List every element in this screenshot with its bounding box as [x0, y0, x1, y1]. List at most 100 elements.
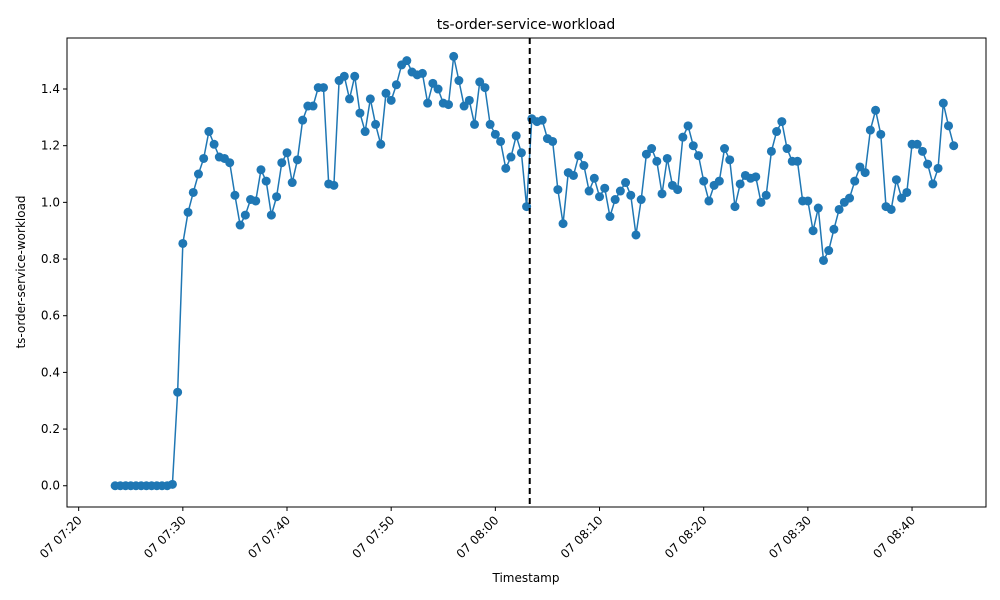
x-tick-label: 07 07:20 — [37, 513, 85, 561]
y-tick-label: 0.0 — [41, 479, 60, 493]
data-point — [595, 192, 605, 202]
data-point — [193, 169, 203, 179]
data-point — [938, 98, 948, 108]
data-point — [272, 192, 282, 202]
data-point — [553, 185, 563, 195]
data-point — [298, 115, 308, 125]
data-point — [850, 176, 860, 186]
data-point — [579, 161, 589, 171]
data-point — [944, 121, 953, 131]
data-point — [897, 193, 907, 203]
data-point — [673, 185, 683, 195]
data-point — [485, 119, 495, 129]
data-point — [225, 158, 235, 168]
x-tick-label: 07 08:30 — [766, 513, 814, 561]
data-point — [720, 144, 730, 154]
data-point — [464, 95, 474, 105]
data-point — [209, 139, 219, 149]
data-point — [766, 146, 776, 156]
data-point — [511, 131, 521, 141]
data-point — [339, 71, 349, 81]
data-point — [652, 156, 662, 166]
data-point — [912, 139, 922, 149]
data-point — [386, 95, 396, 105]
data-point — [501, 163, 511, 173]
data-point — [761, 190, 771, 200]
data-point — [371, 119, 381, 129]
data-point — [605, 212, 615, 222]
data-point — [829, 224, 839, 234]
data-point — [391, 80, 401, 90]
data-point — [735, 179, 745, 189]
x-tick-label: 07 07:30 — [141, 513, 189, 561]
data-point — [496, 136, 506, 146]
data-point — [360, 127, 370, 137]
x-tick-label: 07 08:00 — [454, 513, 502, 561]
data-point — [678, 132, 688, 142]
data-point — [902, 187, 912, 197]
data-point — [725, 155, 735, 165]
data-point — [751, 172, 761, 182]
data-point — [818, 255, 828, 265]
data-point — [516, 148, 526, 158]
data-point — [506, 152, 516, 162]
data-point — [589, 173, 599, 183]
y-axis: 0.0 0.2 0.4 0.6 0.8 1.0 1.2 1.4 — [41, 82, 67, 493]
data-point — [318, 83, 328, 93]
y-tick-label: 1.0 — [41, 195, 60, 209]
data-point — [329, 180, 339, 190]
data-point — [756, 197, 766, 207]
data-point — [199, 153, 209, 163]
data-point — [871, 105, 881, 115]
data-point — [355, 108, 365, 118]
data-point — [886, 204, 896, 214]
data-point — [402, 56, 412, 66]
data-point — [855, 162, 865, 172]
data-point — [568, 170, 578, 180]
data-point — [428, 78, 438, 88]
data-point — [459, 101, 469, 111]
data-point — [824, 246, 834, 256]
data-point — [470, 119, 480, 129]
data-point — [277, 158, 287, 168]
data-point — [282, 148, 292, 158]
data-point — [449, 51, 459, 61]
data-point — [600, 183, 610, 193]
x-axis-label: Timestamp — [492, 571, 560, 585]
data-point — [381, 88, 391, 98]
data-point — [891, 175, 901, 185]
data-point — [204, 127, 214, 137]
data-point — [949, 141, 959, 151]
x-axis: 07 07:20 07 07:30 07 07:40 07 07:50 07 08:00… — [37, 507, 918, 561]
data-point — [688, 141, 698, 151]
x-tick-label: 07 08:20 — [662, 513, 710, 561]
data-point — [782, 144, 792, 154]
data-point — [376, 139, 386, 149]
data-point — [240, 210, 250, 220]
data-point — [584, 186, 594, 196]
data-point — [657, 189, 667, 199]
data-point — [730, 202, 740, 212]
data-point — [188, 187, 198, 197]
data-point — [537, 115, 547, 125]
data-point — [631, 230, 641, 240]
data-point — [417, 68, 427, 78]
data-point — [167, 479, 177, 489]
data-point — [256, 165, 266, 175]
data-point — [261, 176, 271, 186]
y-tick-label: 0.6 — [41, 309, 60, 323]
data-point — [792, 156, 802, 166]
data-point — [178, 238, 188, 248]
data-point — [876, 129, 886, 139]
data-point — [923, 159, 933, 169]
data-point — [813, 203, 823, 213]
data-point — [433, 84, 443, 94]
data-point — [480, 83, 490, 93]
data-point — [621, 178, 631, 188]
data-point — [777, 117, 787, 127]
data-point — [345, 94, 355, 104]
y-tick-label: 1.2 — [41, 139, 60, 153]
plot-area — [110, 38, 959, 507]
data-point — [558, 219, 568, 229]
